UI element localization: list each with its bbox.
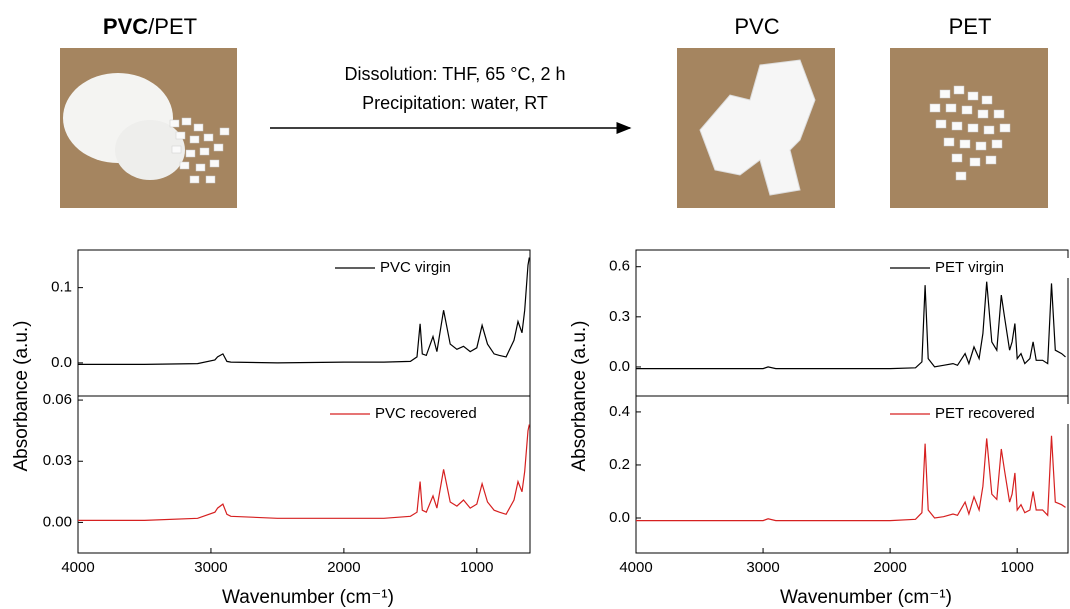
x-tick-label: 3000: [746, 559, 779, 576]
legend-label: PVC recovered: [375, 405, 477, 422]
y-axis-label: Absorbance (a.u.): [569, 320, 590, 471]
x-tick-label: 4000: [61, 559, 94, 576]
legend-label: PVC virgin: [380, 259, 451, 276]
y-tick-label: 0.4: [609, 403, 630, 420]
photo-mixture: [60, 48, 237, 208]
photo-pvc: [677, 48, 835, 208]
legend-background: [930, 258, 1070, 278]
x-tick-label: 3000: [194, 559, 227, 576]
condition-1: Dissolution: THF, 65 °C, 2 h: [345, 64, 566, 84]
plot-frame: [635, 395, 1069, 554]
spectrum-line: [636, 281, 1066, 370]
x-axis-label: Wavenumber (cm⁻¹): [222, 587, 394, 608]
plot-frame: [77, 395, 531, 554]
x-tick-label: 1000: [1000, 559, 1033, 576]
y-tick-label: 0.03: [43, 452, 72, 469]
spectrum-line: [78, 257, 530, 365]
y-axis-label: Absorbance (a.u.): [11, 320, 32, 471]
y-tick-label: 0.00: [43, 513, 72, 530]
x-axis-label: Wavenumber (cm⁻¹): [780, 587, 952, 608]
y-tick-label: 0.0: [609, 509, 630, 526]
photo-pet: [890, 48, 1048, 208]
y-tick-label: 0.06: [43, 391, 72, 408]
x-tick-label: 2000: [327, 559, 360, 576]
x-tick-label: 4000: [619, 559, 652, 576]
x-tick-label: 1000: [460, 559, 493, 576]
y-tick-label: 0.2: [609, 456, 630, 473]
label-rest: /PET: [148, 14, 197, 39]
y-tick-label: 0.3: [609, 308, 630, 325]
y-tick-label: 0.6: [609, 258, 630, 275]
mixture-label: PVC/PET: [103, 14, 197, 39]
y-tick-label: 0.0: [51, 354, 72, 371]
legend-background: [930, 404, 1070, 424]
legend-background: [375, 258, 520, 278]
spectrum-line: [78, 424, 530, 521]
label-bold: PVC: [103, 14, 148, 39]
product-2-label: PET: [949, 14, 992, 39]
condition-2: Precipitation: water, RT: [362, 93, 548, 113]
legend-label: PET virgin: [935, 259, 1004, 276]
x-tick-label: 2000: [873, 559, 906, 576]
y-tick-label: 0.0: [609, 358, 630, 375]
product-1-label: PVC: [734, 14, 779, 39]
y-tick-label: 0.1: [51, 279, 72, 296]
legend-label: PET recovered: [935, 405, 1035, 422]
spectrum-line: [636, 435, 1066, 522]
legend-background: [370, 404, 515, 424]
